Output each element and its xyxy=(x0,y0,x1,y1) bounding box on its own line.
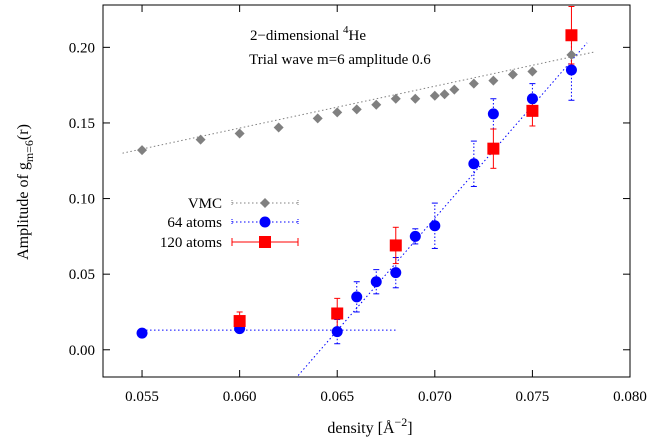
vmc-point xyxy=(312,113,323,124)
axis-ticks: 0.055 0.060 0.065 0.070 0.075 0.080 0.00 0.05 0.… xyxy=(69,5,647,405)
y-axis-label: Amplitude of gm=6(r) xyxy=(15,124,36,260)
y-tick-label: 0.10 xyxy=(69,192,95,208)
series-layer xyxy=(136,6,578,345)
vmc-point xyxy=(137,145,148,156)
y-tick-label: 0.05 xyxy=(69,267,95,283)
vmc-point xyxy=(273,122,284,133)
64-atoms-point xyxy=(351,291,363,303)
legend-label-64-atoms: 64 atoms xyxy=(167,215,222,231)
x-tick-label: 0.055 xyxy=(125,389,159,405)
vmc-point xyxy=(449,84,460,95)
64-atoms-point xyxy=(390,267,402,279)
x-tick-label: 0.070 xyxy=(418,389,452,405)
legend-marker-120-atoms xyxy=(259,236,271,248)
fit-line xyxy=(297,42,588,376)
vmc-point xyxy=(332,107,343,118)
vmc-point xyxy=(488,75,499,86)
legend-marker-64-atoms xyxy=(259,216,271,228)
vmc-point xyxy=(371,99,382,110)
120-atoms-point xyxy=(331,307,344,320)
120-atoms-point xyxy=(565,29,578,42)
64-atoms-point xyxy=(565,64,577,76)
y-tick-label: 0.00 xyxy=(69,343,95,359)
y-tick-label: 0.15 xyxy=(69,116,95,132)
vmc-point xyxy=(195,134,206,145)
legend-marker-vmc xyxy=(260,198,270,208)
vmc-point xyxy=(390,93,401,104)
64-atoms-point xyxy=(429,220,441,232)
vmc-point xyxy=(527,66,538,77)
120-atoms-point xyxy=(389,239,402,252)
vmc-point xyxy=(410,93,421,104)
vmc-point xyxy=(234,128,245,139)
64-atoms-point xyxy=(409,230,421,242)
vmc-point xyxy=(351,104,362,115)
64-atoms-point xyxy=(331,326,343,338)
x-axis-label: density [Å−2] xyxy=(327,415,412,437)
legend-label-vmc: VMC xyxy=(188,196,222,212)
120-atoms-point xyxy=(233,315,246,328)
x-tick-label: 0.075 xyxy=(516,389,550,405)
64-atoms-point xyxy=(468,158,480,170)
vmc-point xyxy=(429,90,440,101)
legend: VMC 64 atoms 120 atoms xyxy=(160,196,299,251)
annotation-subtitle: Trial wave m=6 amplitude 0.6 xyxy=(249,52,431,68)
legend-label-120-atoms: 120 atoms xyxy=(160,235,222,251)
x-tick-label: 0.065 xyxy=(320,389,354,405)
vmc-point xyxy=(566,49,577,60)
vmc-point xyxy=(507,69,518,80)
plot-area xyxy=(102,4,631,378)
x-tick-label: 0.060 xyxy=(223,389,257,405)
vmc-point xyxy=(439,89,450,100)
x-tick-label: 0.080 xyxy=(613,389,647,405)
64-atoms-point xyxy=(487,108,499,120)
120-atoms-point xyxy=(487,142,500,155)
64-atoms-point xyxy=(526,93,538,105)
64-atoms-point xyxy=(370,276,382,288)
120-atoms-point xyxy=(526,104,539,117)
vmc-point xyxy=(468,78,479,89)
64-atoms-point xyxy=(136,327,148,339)
annotation-title: 2−dimensional 4He xyxy=(250,24,366,44)
y-tick-label: 0.20 xyxy=(69,40,95,56)
